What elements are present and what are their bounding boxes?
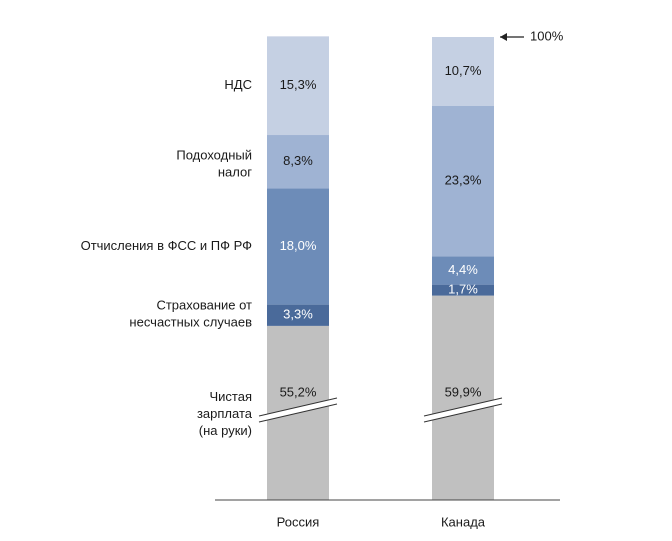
axis-break-line: [258, 403, 338, 423]
bar-segment: [267, 188, 329, 305]
series-label: Подоходный налог: [176, 148, 252, 180]
bar-segment: [432, 256, 494, 285]
value-label: 18,0%: [280, 238, 317, 253]
annotation-arrowhead: [500, 33, 507, 41]
axis-break-line: [423, 397, 503, 417]
x-tick-label: Канада: [441, 514, 486, 529]
bar-segment: [432, 37, 494, 106]
value-label: 4,4%: [448, 262, 478, 277]
axis-break-line: [258, 397, 338, 417]
value-label: 23,3%: [445, 173, 482, 188]
series-label: Чистая зарплата (на руки): [197, 389, 253, 438]
value-label: 10,7%: [445, 63, 482, 78]
x-tick-label: Россия: [277, 514, 320, 529]
value-label: 1,7%: [448, 282, 478, 297]
series-label: НДС: [224, 77, 252, 92]
value-label: 15,3%: [280, 77, 317, 92]
series-label: Отчисления в ФСС и ПФ РФ: [81, 238, 253, 253]
value-label: 59,9%: [445, 384, 482, 399]
value-label: 8,3%: [283, 153, 313, 168]
series-label: Страхование от несчастных случаев: [129, 298, 252, 330]
annotation: 100%: [530, 28, 564, 43]
value-label: 3,3%: [283, 307, 313, 322]
bar-segment: [267, 135, 329, 189]
value-label: 55,2%: [280, 384, 317, 399]
axis-break-line: [423, 403, 503, 423]
axis-break: [259, 398, 337, 422]
bar-segment: [267, 304, 329, 326]
bar-segment: [432, 295, 494, 500]
axis-break: [424, 398, 502, 422]
bar-segment: [432, 105, 494, 257]
bar-segment: [432, 284, 494, 296]
bar-segment: [267, 36, 329, 136]
